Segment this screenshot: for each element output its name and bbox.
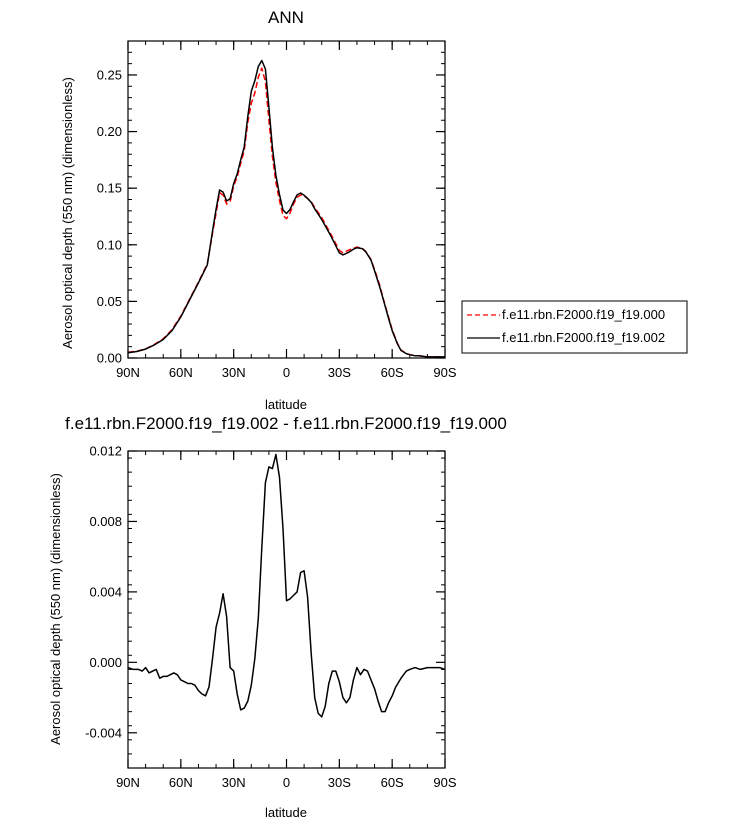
y-tick-label: 0.25 [97, 67, 122, 82]
chart-bottom-y-tick-labels: -0.004 0.000 0.004 0.008 0.012 [85, 444, 122, 741]
chart-top-xlabel: latitude [265, 397, 307, 412]
chart-bottom-ylabel: Aerosol optical depth (550 nm) (dimensio… [48, 473, 63, 745]
chart-bottom-frame [127, 450, 446, 769]
chart-bottom-title: f.e11.rbn.F2000.f19_f19.002 - f.e11.rbn.… [65, 414, 507, 433]
x-tick-label: 90S [433, 365, 456, 380]
x-tick-label: 60S [381, 365, 404, 380]
x-tick-label: 90S [433, 775, 456, 790]
chart-top-y-tick-labels: 0.00 0.05 0.10 0.15 0.20 0.25 [97, 67, 122, 365]
y-tick-label: 0.004 [89, 584, 122, 599]
y-tick-label: -0.004 [85, 725, 122, 740]
x-tick-label: 0 [283, 775, 290, 790]
legend-label-series-0: f.e11.rbn.F2000.f19_f19.000 [502, 307, 665, 322]
chart-top-ticks [127, 40, 446, 359]
x-tick-label: 30N [222, 775, 246, 790]
chart-bottom-series [127, 453, 446, 718]
chart-bottom-ticks [127, 450, 446, 769]
legend-box [461, 300, 688, 354]
x-tick-label: 60S [381, 775, 404, 790]
chart-top: ANN latitude Aerosol optical depth (550 … [60, 8, 457, 412]
x-tick-label: 60N [169, 365, 193, 380]
chart-top-ylabel: Aerosol optical depth (550 nm) (dimensio… [60, 77, 75, 349]
chart-bottom-x-tick-labels: 90N 60N 30N 0 30S 60S 90S [116, 775, 457, 790]
y-tick-label: 0.012 [89, 444, 122, 459]
y-tick-label: 0.05 [97, 294, 122, 309]
chart-top-frame [127, 40, 446, 359]
series-line-0 [127, 453, 446, 718]
x-tick-label: 30N [222, 365, 246, 380]
y-tick-label: 0.00 [97, 351, 122, 366]
y-tick-label: 0.10 [97, 237, 122, 252]
y-tick-label: 0.20 [97, 124, 122, 139]
legend: f.e11.rbn.F2000.f19_f19.000 f.e11.rbn.F2… [461, 300, 688, 354]
series-line-1 [127, 59, 445, 358]
chart-top-title: ANN [268, 8, 304, 27]
x-tick-label: 90N [116, 775, 140, 790]
y-tick-label: 0.15 [97, 181, 122, 196]
legend-label-series-1: f.e11.rbn.F2000.f19_f19.002 [502, 330, 665, 345]
y-tick-label: 0.000 [89, 655, 122, 670]
chart-top-series [127, 59, 445, 358]
chart-top-x-tick-labels: 90N 60N 30N 0 30S 60S 90S [116, 365, 457, 380]
chart-bottom: f.e11.rbn.F2000.f19_f19.002 - f.e11.rbn.… [48, 414, 507, 820]
x-tick-label: 90N [116, 365, 140, 380]
x-tick-label: 0 [283, 365, 290, 380]
y-tick-label: 0.008 [89, 514, 122, 529]
x-tick-label: 30S [328, 775, 351, 790]
x-tick-label: 60N [169, 775, 193, 790]
x-tick-label: 30S [328, 365, 351, 380]
chart-bottom-xlabel: latitude [265, 805, 307, 820]
